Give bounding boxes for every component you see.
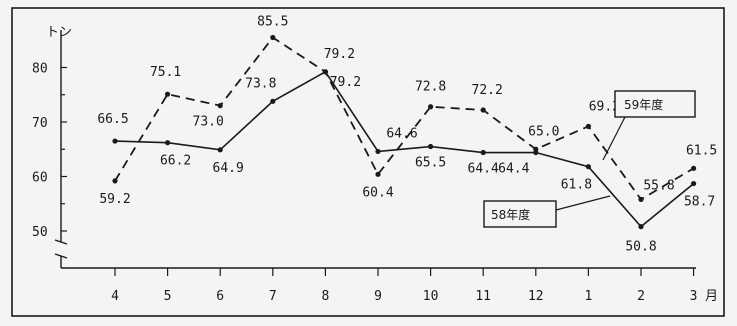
data-point: [691, 180, 697, 187]
data-label: 59.2: [99, 192, 130, 207]
x-unit-label: 月: [705, 289, 718, 304]
legend-59-label: 59年度: [624, 97, 663, 112]
data-label: 55.8: [643, 178, 674, 193]
data-label: 61.8: [561, 178, 592, 193]
x-tick-label: 7: [269, 289, 277, 304]
legend-58-label: 58年度: [491, 207, 530, 222]
data-label: 75.1: [150, 65, 181, 80]
data-point: [428, 104, 434, 110]
x-tick-label: 6: [216, 289, 224, 304]
data-label: 65.0: [528, 124, 559, 139]
data-label: 73.8: [245, 76, 276, 91]
legend-58-leader: [555, 195, 611, 211]
series-line-58: [114, 70, 695, 228]
legend-59: 59年度: [602, 90, 696, 161]
x-tick-label: 5: [164, 289, 172, 304]
x-tick-label: 9: [374, 289, 382, 304]
x-tick-label: 10: [423, 289, 439, 304]
legend-59-box: [614, 90, 696, 118]
axis-break-mark: [54, 239, 68, 259]
data-point: [638, 196, 644, 202]
data-point: [375, 148, 381, 155]
legend-59-leader: [602, 116, 626, 161]
data-point: [112, 178, 118, 184]
data-point: [165, 140, 171, 146]
x-tick-label: 12: [528, 289, 544, 304]
data-point: [217, 103, 223, 109]
series-layer: [112, 34, 697, 230]
data-label: 58.7: [684, 195, 715, 210]
data-point: [165, 91, 171, 97]
data-point: [638, 224, 644, 230]
data-label: 64.4: [498, 162, 529, 177]
data-point: [480, 107, 486, 113]
y-tick-label: 50: [32, 225, 48, 240]
data-point: [585, 123, 592, 129]
data-label: 79.2: [324, 47, 355, 62]
data-point: [375, 171, 381, 177]
data-label: 60.4: [362, 185, 393, 200]
x-tick-label: 3: [690, 289, 698, 304]
data-label: 85.5: [257, 15, 288, 30]
data-labels: 59.2 75.1 73.0 85.5 79.2 60.4 72.8 72.2 65.0 69.2…: [97, 15, 717, 255]
data-point: [533, 149, 539, 156]
x-tick-label: 2: [637, 289, 645, 304]
data-point: [428, 143, 434, 150]
x-tick-label: 4: [111, 289, 119, 304]
data-label: 69.2: [589, 99, 620, 114]
data-point: [217, 147, 223, 153]
y-unit-label: トン: [46, 25, 72, 40]
data-point: [691, 165, 697, 171]
x-axis-ticks: 4 5 6 7 8 9 10 11 12 1 2 3: [111, 268, 698, 304]
legend-58: 58年度: [483, 195, 611, 228]
data-label: 72.8: [415, 80, 446, 95]
data-label: 79.2: [330, 75, 361, 90]
y-tick-label: 70: [32, 116, 48, 131]
data-point: [270, 98, 276, 104]
data-label: 66.5: [97, 112, 128, 127]
data-point: [322, 69, 328, 75]
y-tick-label: 60: [32, 171, 48, 186]
data-point: [480, 149, 486, 156]
x-tick-label: 8: [321, 289, 329, 304]
chart-frame: [11, 7, 725, 317]
data-point: [112, 138, 118, 144]
data-point: [585, 164, 592, 170]
data-label: 50.8: [625, 240, 656, 255]
data-label: 66.2: [160, 154, 191, 169]
legend-58-box: [483, 200, 557, 228]
series-line-59: [114, 36, 695, 201]
data-point: [270, 34, 276, 41]
x-tick-label: 11: [475, 289, 491, 304]
data-label: 64.4: [468, 162, 499, 177]
data-label: 61.5: [686, 143, 717, 158]
data-label: 64.6: [386, 126, 417, 141]
y-axis-ticks: 80 70 60 50: [32, 62, 67, 240]
data-label: 73.0: [193, 115, 224, 130]
y-tick-label: 80: [32, 62, 48, 77]
x-tick-label: 1: [584, 289, 592, 304]
data-label: 65.5: [415, 156, 446, 171]
data-label: 64.9: [213, 161, 244, 176]
data-label: 72.2: [472, 83, 503, 98]
